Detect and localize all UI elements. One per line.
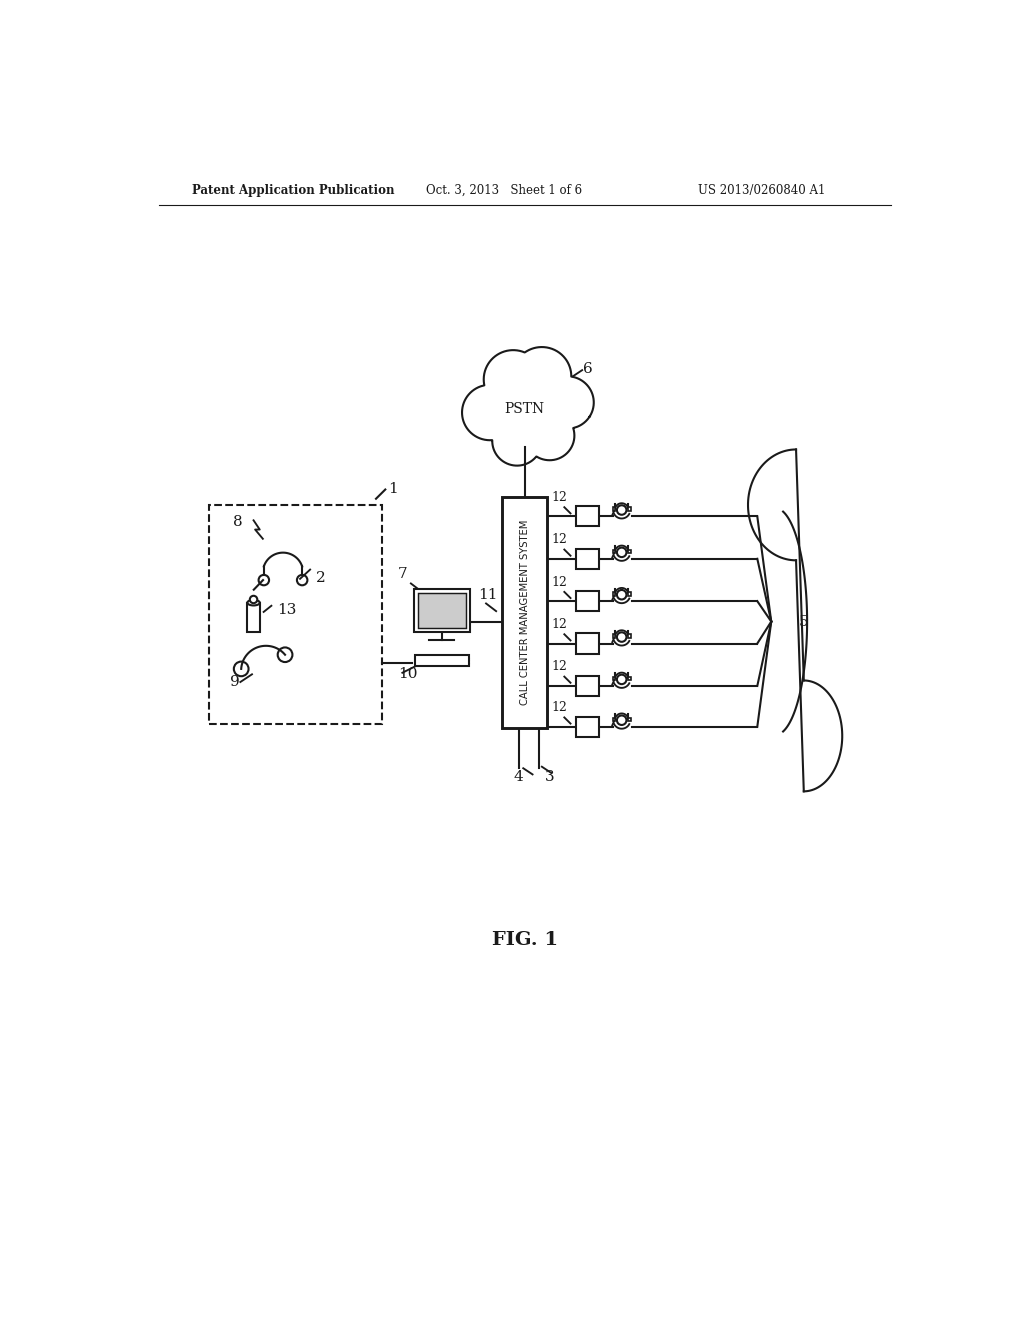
Bar	[628, 677, 631, 680]
Text: 12: 12	[551, 491, 567, 504]
Bar	[575, 634, 599, 653]
Text: 10: 10	[397, 667, 417, 681]
Text: 12: 12	[551, 660, 567, 673]
Text: 6: 6	[584, 362, 593, 376]
Bar	[248, 603, 260, 632]
Bar	[415, 655, 469, 665]
Text: US 2013/0260840 A1: US 2013/0260840 A1	[697, 185, 825, 197]
Bar	[628, 591, 631, 595]
Bar	[628, 718, 631, 721]
Bar	[575, 717, 599, 737]
Bar	[612, 677, 615, 680]
Text: 12: 12	[551, 576, 567, 589]
Text: FIG. 1: FIG. 1	[492, 931, 558, 949]
Text: 13: 13	[276, 603, 296, 618]
Bar	[612, 718, 615, 721]
Text: 4: 4	[514, 770, 523, 784]
Bar	[575, 591, 599, 611]
Text: 12: 12	[551, 533, 567, 546]
Text: 9: 9	[230, 675, 240, 689]
Bar	[612, 507, 615, 511]
Bar	[575, 676, 599, 696]
Bar	[612, 549, 615, 553]
Text: 12: 12	[551, 701, 567, 714]
Text: 11: 11	[478, 587, 498, 602]
Ellipse shape	[248, 599, 260, 606]
Text: 2: 2	[315, 572, 326, 585]
Bar	[628, 635, 631, 638]
Text: CALL CENTER MANAGEMENT SYSTEM: CALL CENTER MANAGEMENT SYSTEM	[520, 520, 529, 705]
Text: Patent Application Publication: Patent Application Publication	[191, 185, 394, 197]
Bar	[628, 507, 631, 511]
Text: 7: 7	[397, 568, 408, 581]
Text: 5: 5	[799, 615, 809, 628]
Bar	[575, 507, 599, 527]
Bar	[503, 498, 547, 729]
Bar	[418, 593, 466, 628]
Text: Oct. 3, 2013   Sheet 1 of 6: Oct. 3, 2013 Sheet 1 of 6	[426, 185, 583, 197]
Bar	[612, 591, 615, 595]
Text: PSTN: PSTN	[505, 401, 545, 416]
Text: 8: 8	[232, 516, 243, 529]
Bar	[575, 549, 599, 569]
Bar	[414, 589, 470, 632]
Bar	[628, 549, 631, 553]
Circle shape	[250, 595, 257, 603]
Text: 3: 3	[545, 770, 554, 784]
Bar	[209, 506, 382, 725]
Text: 12: 12	[551, 618, 567, 631]
Bar	[612, 635, 615, 638]
Text: 1: 1	[388, 482, 398, 496]
